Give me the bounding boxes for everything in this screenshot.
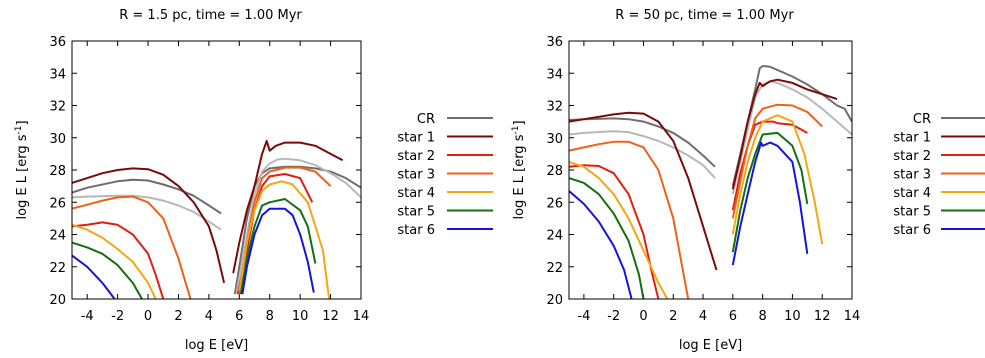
chart-panel-1: R = 1.5 pc, time = 1.00 Myr-4 -2 0 2 4 6 8 10 12… <box>14 8 493 353</box>
x-tick-label: 2 <box>669 309 677 324</box>
legend-label: star 2 <box>397 149 435 164</box>
series-line-unlabeled <box>72 194 222 231</box>
y-tick-label: 30 <box>546 132 563 147</box>
series-line-unlabeled <box>569 130 716 179</box>
legend-label: star 6 <box>397 223 435 238</box>
y-tick-label: 30 <box>49 132 66 147</box>
legend-label: star 3 <box>397 168 435 183</box>
x-axis-label: log E [eV] <box>679 338 742 353</box>
legend-label: star 3 <box>893 168 931 183</box>
series-line-star-5 <box>731 131 809 253</box>
x-tick-label: 2 <box>174 309 182 324</box>
legend-label: star 1 <box>397 131 435 146</box>
legend-label: star 2 <box>893 149 931 164</box>
series-line-cr <box>233 165 361 295</box>
x-tick-label: 10 <box>784 309 801 324</box>
x-tick-label: 12 <box>814 309 831 324</box>
x-tick-label: 12 <box>322 309 339 324</box>
plot-area <box>72 140 361 299</box>
y-axis-label: log E L [erg s-1] <box>14 120 30 219</box>
series-line-star-6 <box>72 254 116 299</box>
series-line-star-3 <box>569 140 690 299</box>
series-line-cr <box>569 117 716 168</box>
legend: CR star 1 star 2 star 3 star 4 star 5 star 6 <box>893 112 985 238</box>
series-line-star-2 <box>72 221 165 299</box>
x-tick-label: 14 <box>353 309 370 324</box>
legend-label: star 4 <box>893 186 931 201</box>
y-tick-label: 20 <box>546 293 563 308</box>
x-tick-label: 8 <box>266 309 274 324</box>
y-axis-label: log E L [erg s-1] <box>511 120 527 219</box>
legend-label: star 6 <box>893 223 931 238</box>
y-tick-label: 36 <box>546 35 563 50</box>
x-tick-label: 10 <box>292 309 309 324</box>
series-line-star-1 <box>569 111 718 271</box>
plot-area <box>569 65 852 299</box>
x-tick-label: 6 <box>235 309 243 324</box>
series-line-star-2 <box>236 173 314 295</box>
legend-label: star 5 <box>397 205 435 220</box>
series-line-unlabeled <box>235 157 361 295</box>
chart-panel-2: R = 50 pc, time = 1.00 Myr-4 -2 0 2 4 6 8 10 12 1… <box>511 8 985 353</box>
series-line-star-5 <box>72 241 143 299</box>
series-line-star-6 <box>731 141 809 266</box>
series-line-star-1 <box>731 78 838 190</box>
x-tick-label: 4 <box>205 309 213 324</box>
y-tick-label: 24 <box>49 229 66 244</box>
series-line-cr <box>72 178 222 215</box>
y-tick-label: 32 <box>49 100 66 115</box>
series-line-star-2 <box>569 164 660 299</box>
y-tick-label: 20 <box>49 293 66 308</box>
legend: CR star 1 star 2 star 3 star 4 star 5 star 6 <box>397 112 493 238</box>
legend-label: star 1 <box>893 131 931 146</box>
series-line-star-1 <box>232 140 344 274</box>
x-tick-label: 0 <box>639 309 647 324</box>
x-tick-label: 4 <box>699 309 707 324</box>
x-tick-label: 6 <box>729 309 737 324</box>
x-axis-label: log E [eV] <box>185 338 248 353</box>
y-tick-label: 26 <box>546 196 563 211</box>
y-tick-label: 28 <box>546 164 563 179</box>
y-tick-label: 34 <box>546 67 563 82</box>
series-line-star-4 <box>72 223 157 299</box>
legend-label: star 4 <box>397 186 435 201</box>
series-line-star-1 <box>72 167 226 284</box>
y-tick-label: 36 <box>49 35 66 50</box>
x-tick-label: 8 <box>758 309 766 324</box>
series-line-star-5 <box>569 177 645 299</box>
x-tick-label: -4 <box>577 309 590 324</box>
series-line-star-5 <box>239 198 317 295</box>
x-tick-label: 14 <box>844 309 861 324</box>
y-tick-label: 34 <box>49 67 66 82</box>
series-line-star-6 <box>569 190 633 299</box>
series-line-star-6 <box>241 207 315 295</box>
chart-title: R = 50 pc, time = 1.00 Myr <box>615 8 794 23</box>
y-tick-label: 32 <box>546 100 563 115</box>
plot-frame <box>71 40 362 300</box>
x-tick-label: -2 <box>111 309 124 324</box>
y-tick-label: 22 <box>49 261 66 276</box>
series-line-star-4 <box>238 180 331 299</box>
series-line-star-3 <box>72 195 192 299</box>
series-line-unlabeled <box>731 80 852 195</box>
y-tick-label: 22 <box>546 261 563 276</box>
legend-label: star 5 <box>893 205 931 220</box>
legend-label: CR <box>913 112 931 127</box>
chart-title: R = 1.5 pc, time = 1.00 Myr <box>119 8 302 23</box>
y-tick-label: 28 <box>49 164 66 179</box>
series-line-star-4 <box>731 114 824 245</box>
y-tick-label: 24 <box>546 229 563 244</box>
x-tick-label: 0 <box>144 309 152 324</box>
x-tick-label: -4 <box>81 309 94 324</box>
x-tick-label: -2 <box>607 309 620 324</box>
y-tick-label: 26 <box>49 196 66 211</box>
series-line-star-3 <box>731 103 823 219</box>
plot-frame <box>568 40 853 300</box>
series-line-star-4 <box>569 160 669 299</box>
legend-label: CR <box>417 112 435 127</box>
